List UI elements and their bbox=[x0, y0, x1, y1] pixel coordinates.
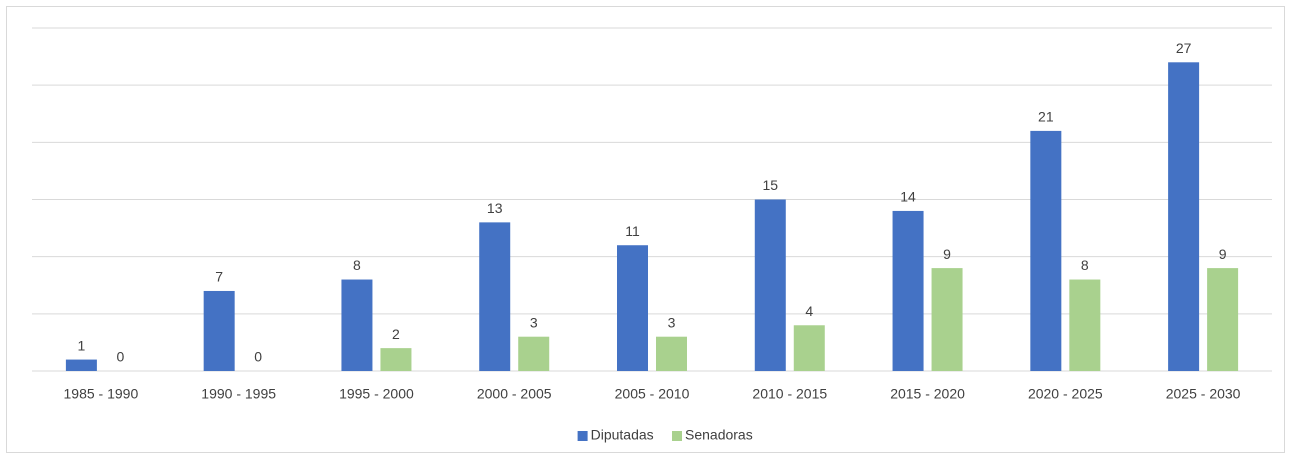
data-label: 9 bbox=[943, 246, 951, 262]
bar bbox=[892, 210, 924, 371]
data-label: 11 bbox=[625, 223, 640, 239]
x-tick-label: 1995 - 2000 bbox=[339, 386, 414, 402]
bar bbox=[754, 199, 786, 371]
x-tick-label: 2005 - 2010 bbox=[615, 386, 690, 402]
x-tick-label: 2020 - 2025 bbox=[1028, 386, 1103, 402]
bar bbox=[793, 325, 825, 371]
x-tick-label: 2000 - 2005 bbox=[477, 386, 552, 402]
data-label: 14 bbox=[900, 189, 916, 205]
bar bbox=[1030, 130, 1062, 371]
data-label: 9 bbox=[1219, 246, 1227, 262]
legend-label: Senadoras bbox=[685, 427, 753, 443]
bar bbox=[1168, 62, 1200, 372]
bar bbox=[656, 336, 687, 371]
legend-swatch bbox=[672, 431, 682, 441]
data-label: 3 bbox=[668, 314, 676, 330]
data-label: 4 bbox=[805, 303, 813, 319]
chart-frame bbox=[6, 6, 1285, 453]
data-label: 21 bbox=[1038, 109, 1054, 125]
x-tick-label: 1985 - 1990 bbox=[64, 386, 139, 402]
data-label: 7 bbox=[215, 269, 223, 285]
data-label: 15 bbox=[762, 177, 778, 193]
legend-label: Diputadas bbox=[591, 427, 654, 443]
bar bbox=[341, 279, 373, 371]
data-label: 2 bbox=[392, 326, 400, 342]
bar bbox=[65, 359, 97, 371]
bar bbox=[479, 222, 511, 371]
data-label: 8 bbox=[353, 257, 361, 273]
bar bbox=[617, 245, 648, 371]
x-tick-label: 1990 - 1995 bbox=[201, 386, 276, 402]
bar bbox=[518, 336, 550, 371]
data-label: 1 bbox=[77, 337, 85, 353]
bar bbox=[203, 290, 235, 371]
bar bbox=[931, 268, 963, 371]
data-label: 0 bbox=[254, 349, 262, 365]
data-label: 13 bbox=[487, 200, 503, 216]
bar bbox=[1207, 268, 1239, 371]
x-tick-label: 2015 - 2020 bbox=[890, 386, 965, 402]
data-label: 8 bbox=[1081, 257, 1089, 273]
bar bbox=[380, 348, 412, 371]
bar bbox=[1069, 279, 1101, 371]
x-tick-label: 2025 - 2030 bbox=[1166, 386, 1241, 402]
data-label: 27 bbox=[1176, 40, 1192, 56]
legend-swatch bbox=[577, 431, 588, 441]
data-label: 3 bbox=[530, 314, 538, 330]
x-tick-label: 2010 - 2015 bbox=[752, 386, 827, 402]
data-label: 0 bbox=[116, 349, 124, 365]
